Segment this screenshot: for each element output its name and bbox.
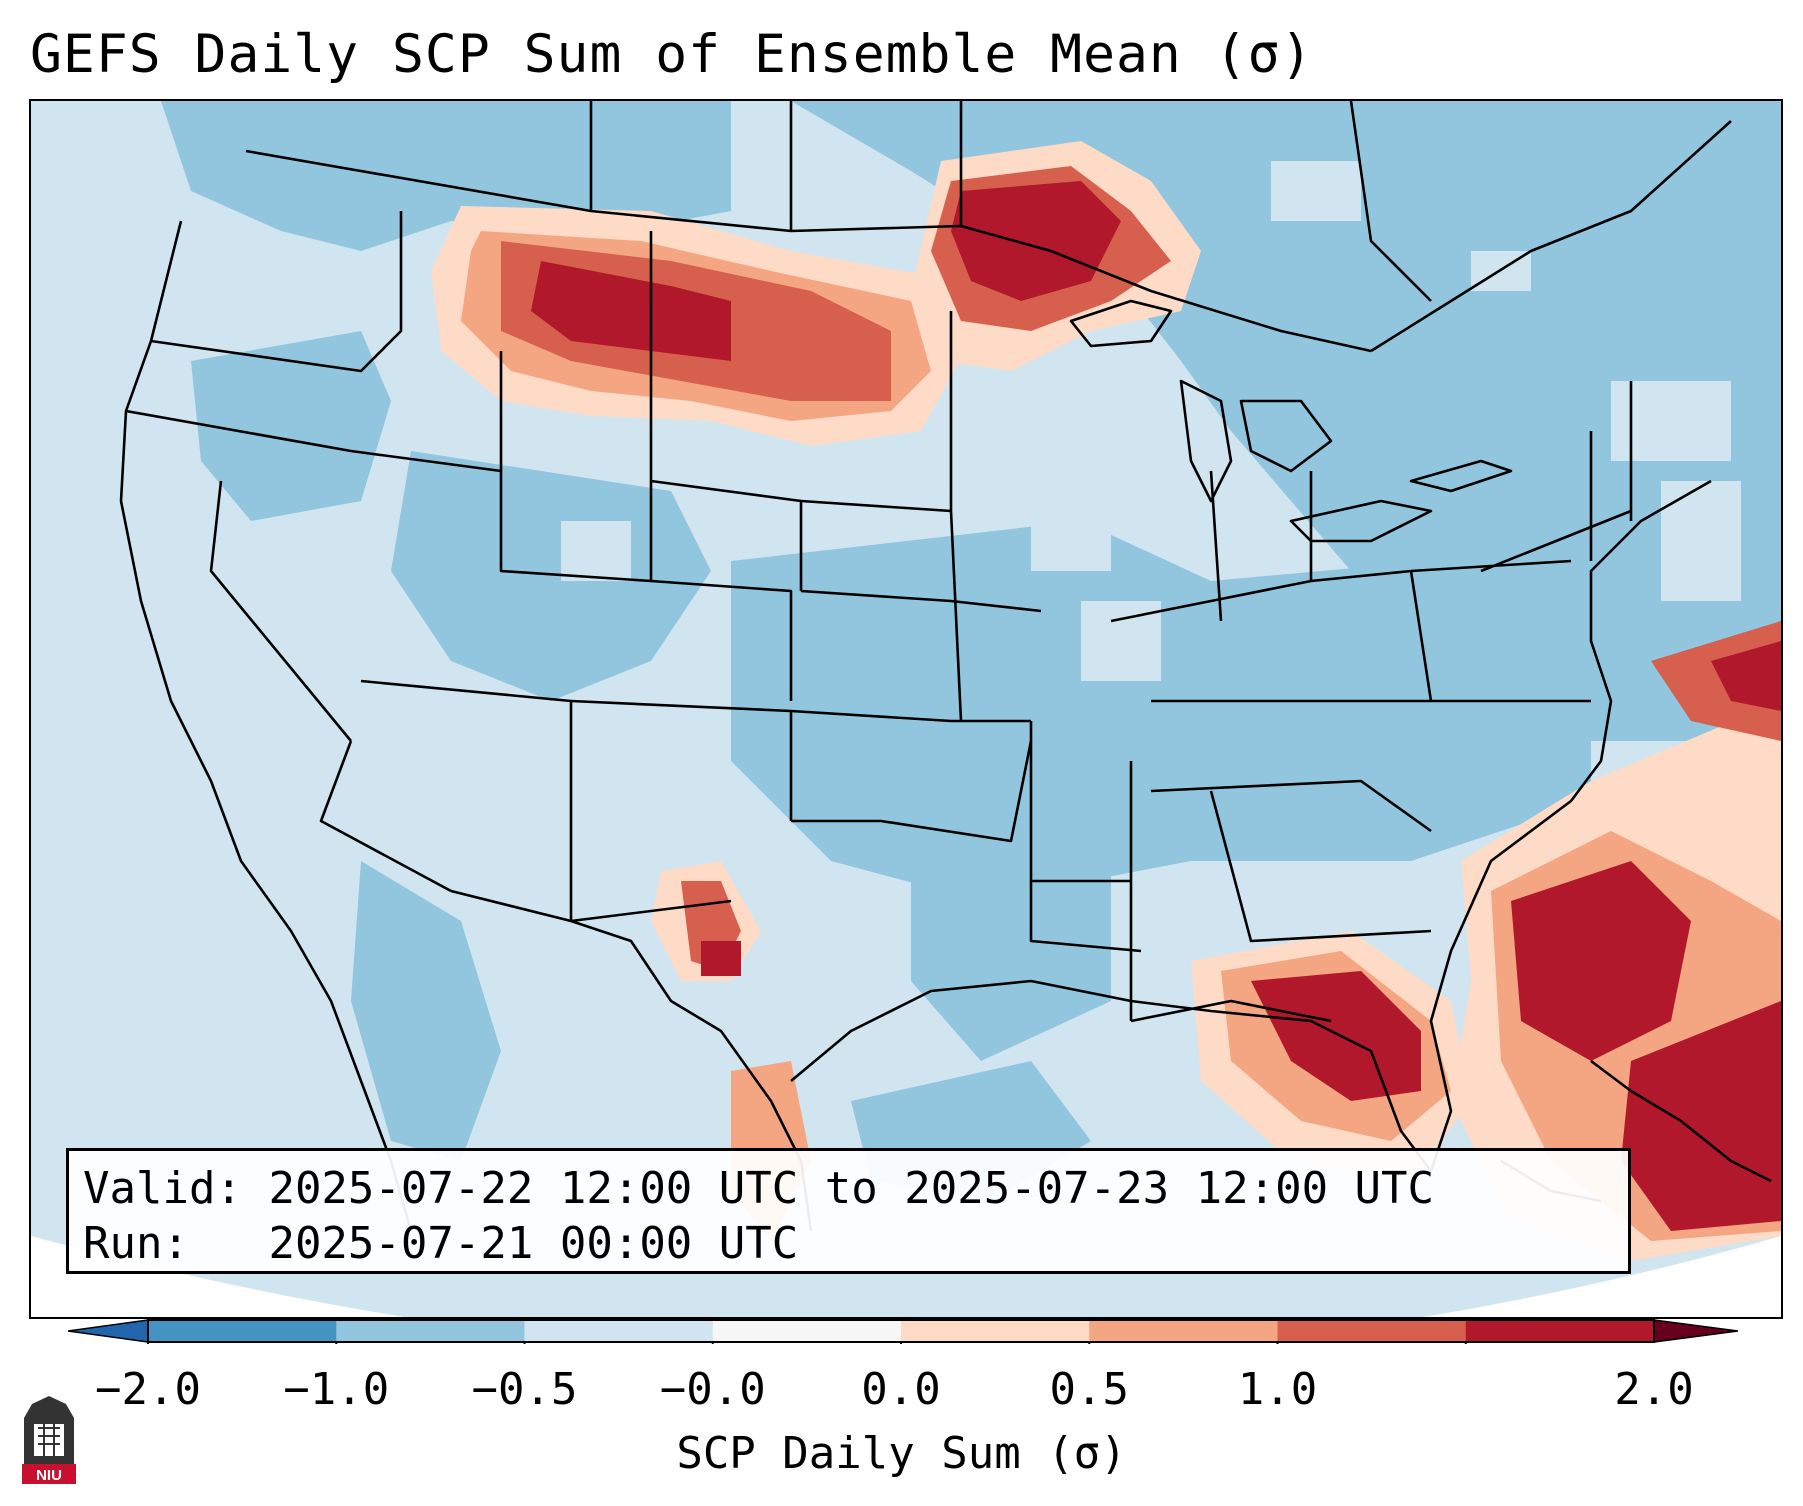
colorbar-tick-label: 1.0 — [1237, 1364, 1318, 1415]
colorbar-tick-label: −0.0 — [659, 1364, 766, 1415]
logo-text: NIU — [36, 1467, 62, 1484]
colorbar-segment — [901, 1320, 1090, 1342]
colorbar-tick-label: −2.0 — [95, 1364, 201, 1415]
valid-line: Valid: 2025-07-22 12:00 UTC to 2025-07-2… — [83, 1161, 1614, 1216]
niu-logo-icon: NIU — [22, 1396, 76, 1484]
near-neutral-fields — [561, 161, 1741, 681]
colorbar-tick-label: 0.0 — [861, 1364, 941, 1415]
colorbar-tick-label: 2.0 — [1614, 1364, 1694, 1415]
colorbar-segment — [1465, 1320, 1655, 1342]
colorbar-segment — [1089, 1320, 1278, 1342]
colorbar-under-arrow — [68, 1319, 149, 1343]
colorbar-tick-label: −1.0 — [283, 1364, 390, 1415]
map-canvas — [31, 101, 1781, 1317]
valid-value: 2025-07-22 12:00 UTC to 2025-07-23 12:00… — [268, 1163, 1435, 1214]
colorbar-segment — [336, 1320, 525, 1342]
state-borders — [119, 101, 1772, 1232]
run-label: Run: — [83, 1218, 189, 1269]
map-title: GEFS Daily SCP Sum of Ensemble Mean (σ) — [30, 24, 1314, 85]
run-line: Run: 2025-07-21 00:00 UTC — [83, 1216, 1614, 1271]
colorbar-tick-label: −0.5 — [471, 1364, 578, 1415]
colorbar-over-arrow — [1653, 1319, 1738, 1343]
colorbar-label: SCP Daily Sum (σ) — [676, 1428, 1127, 1479]
valid-run-info: Valid: 2025-07-22 12:00 UTC to 2025-07-2… — [66, 1148, 1631, 1274]
colorbar-segment — [148, 1320, 337, 1342]
colorbar-segment — [712, 1320, 902, 1342]
colorbar — [68, 1319, 1738, 1344]
negative-anomaly-fields — [161, 101, 1781, 1201]
colorbar-segment — [524, 1320, 714, 1342]
colorbar-tick-label: 0.5 — [1049, 1364, 1129, 1415]
colorbar-segment — [1277, 1320, 1467, 1342]
run-value: 2025-07-21 00:00 UTC — [268, 1218, 799, 1269]
valid-label: Valid: — [83, 1163, 242, 1214]
map-panel — [29, 99, 1783, 1319]
